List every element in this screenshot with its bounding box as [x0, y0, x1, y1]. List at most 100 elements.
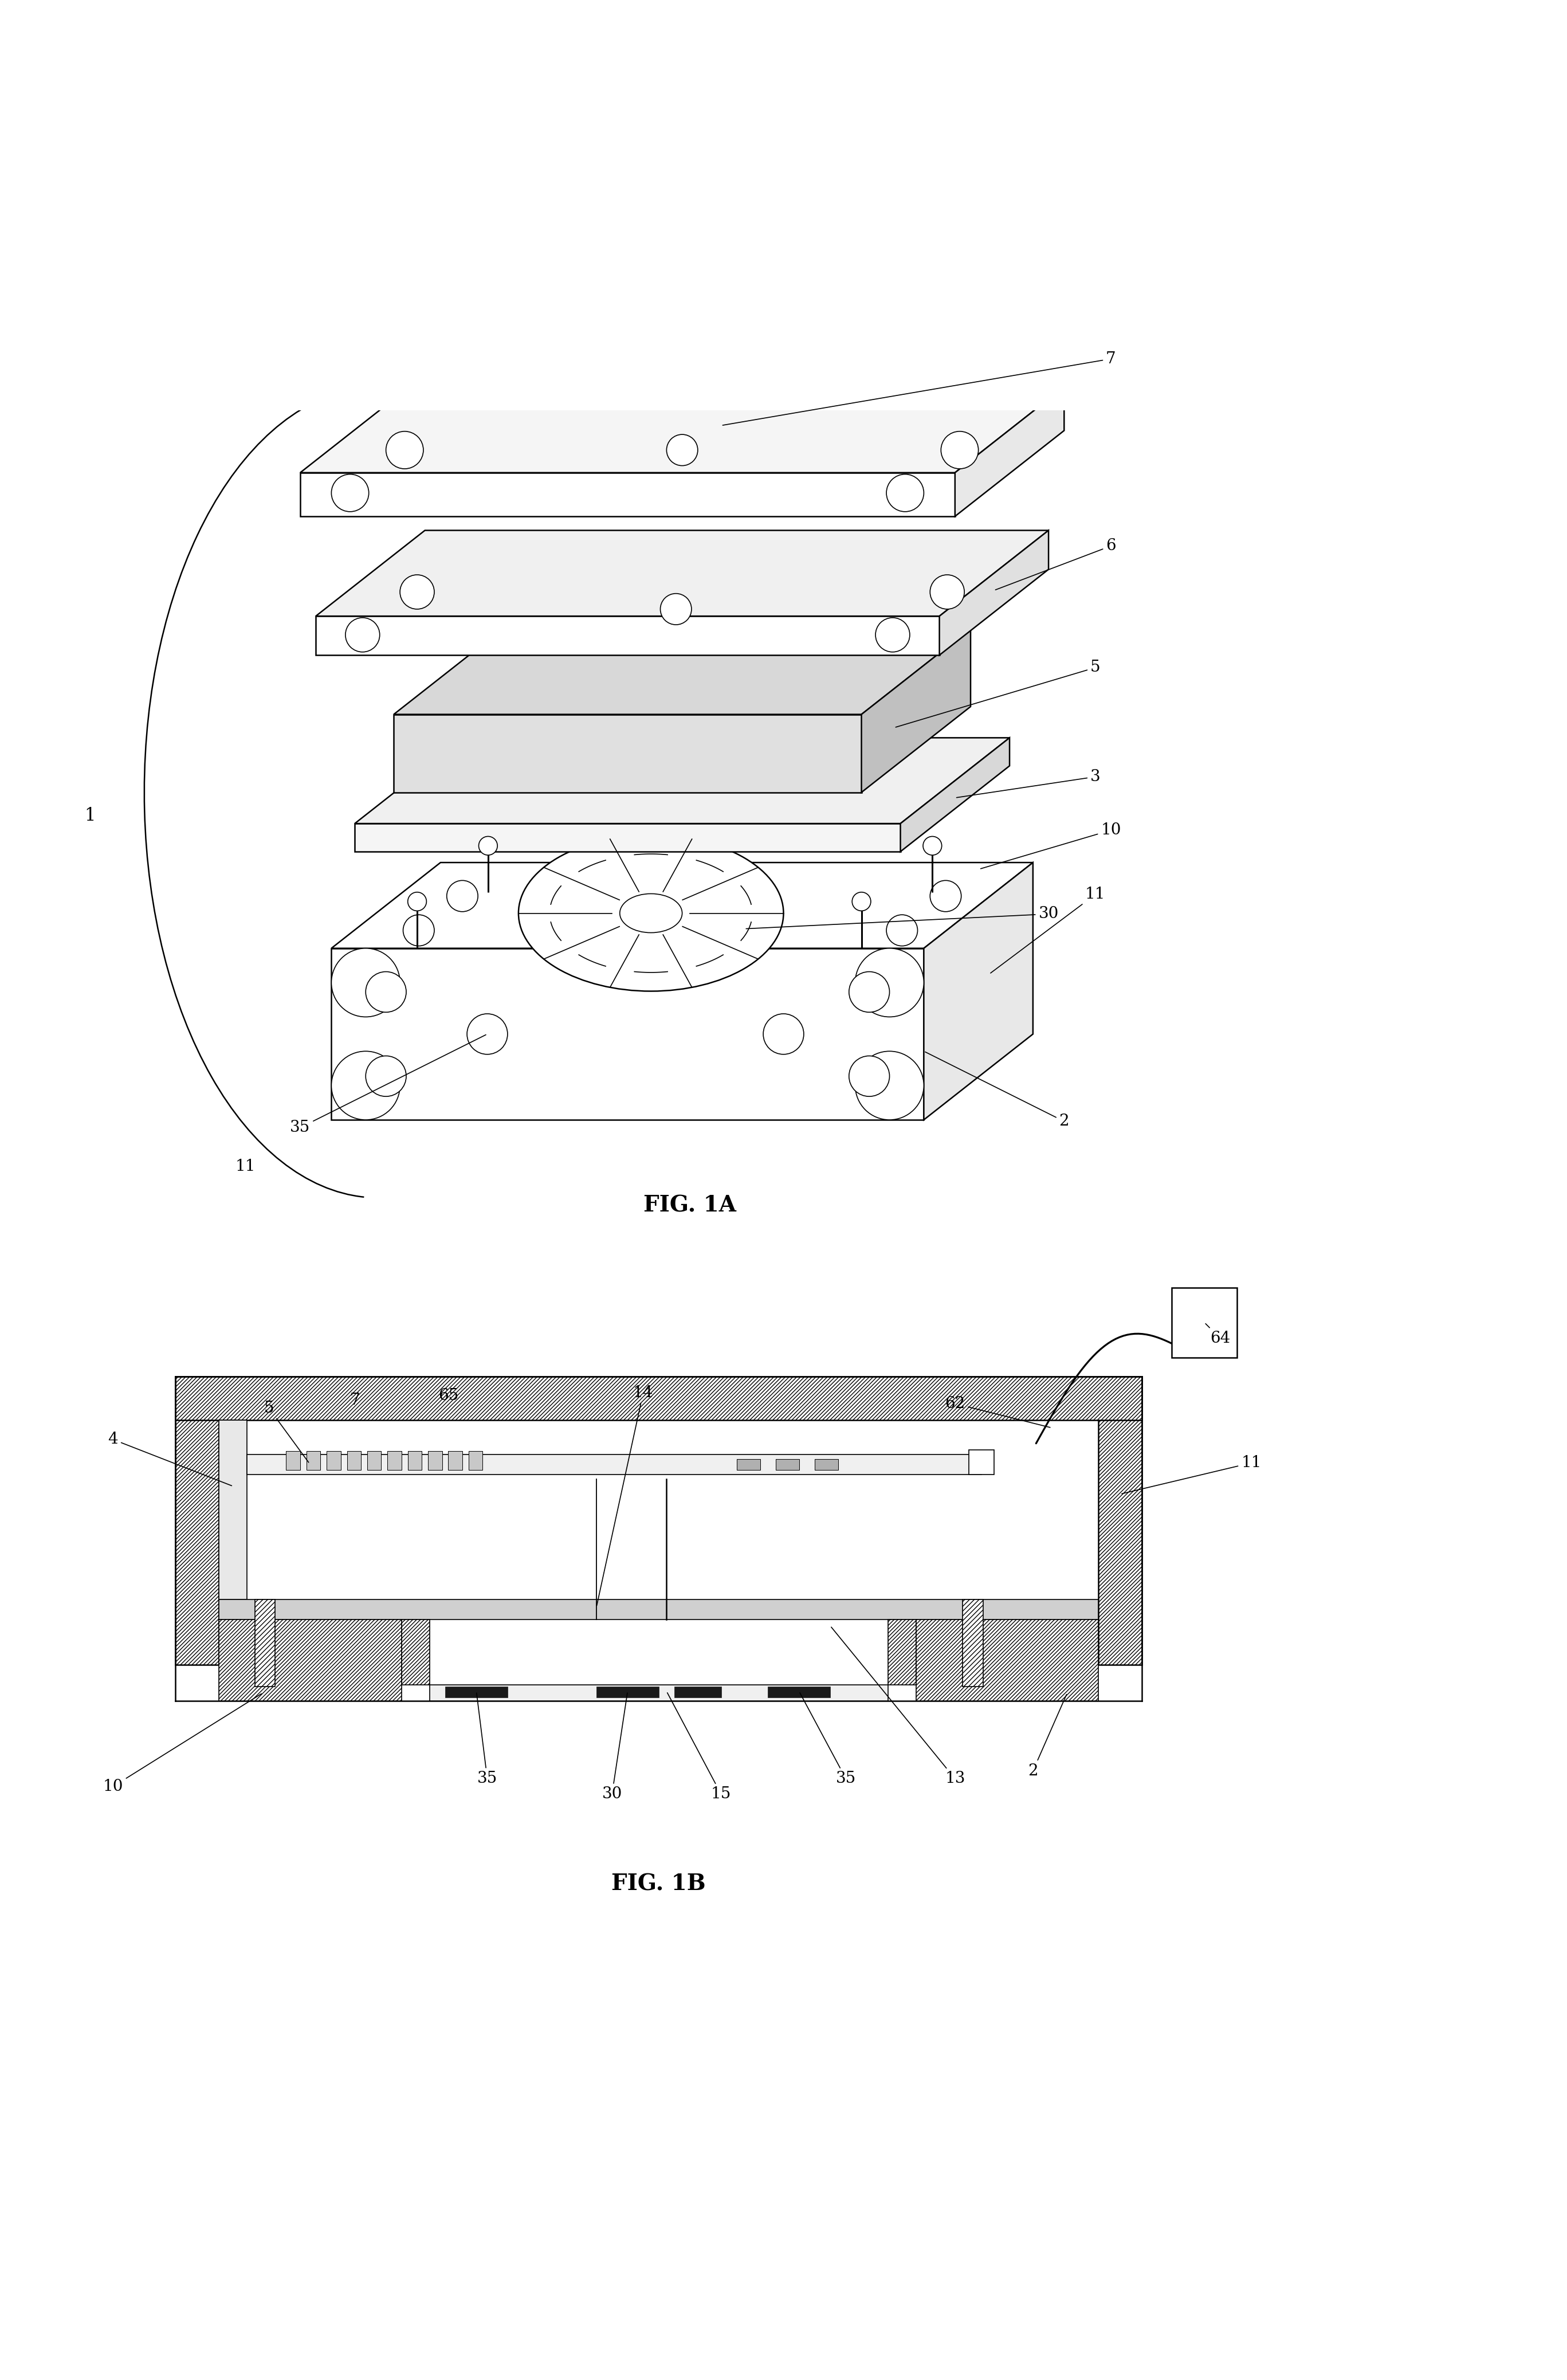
Polygon shape — [393, 628, 970, 714]
Polygon shape — [346, 1452, 360, 1471]
Circle shape — [849, 1057, 890, 1097]
Circle shape — [345, 619, 379, 652]
Text: 3: 3 — [956, 769, 1100, 797]
Polygon shape — [888, 1621, 917, 1685]
Text: 5: 5 — [263, 1399, 309, 1461]
Circle shape — [365, 971, 406, 1012]
Polygon shape — [939, 531, 1048, 654]
Circle shape — [923, 835, 942, 854]
Text: 7: 7 — [722, 352, 1116, 426]
Polygon shape — [815, 1459, 838, 1471]
Polygon shape — [445, 1687, 508, 1697]
Circle shape — [666, 436, 697, 466]
Polygon shape — [736, 1459, 760, 1471]
Text: 14: 14 — [597, 1385, 653, 1606]
Polygon shape — [331, 862, 1033, 947]
Text: 10: 10 — [103, 1695, 262, 1795]
Polygon shape — [1172, 1288, 1238, 1357]
Polygon shape — [968, 1449, 993, 1476]
Circle shape — [876, 619, 910, 652]
Text: 7: 7 — [349, 1392, 360, 1409]
Circle shape — [400, 576, 434, 609]
Polygon shape — [255, 1599, 276, 1687]
Polygon shape — [674, 1687, 721, 1697]
Circle shape — [407, 892, 426, 912]
Text: 35: 35 — [476, 1692, 497, 1787]
Circle shape — [467, 1014, 508, 1054]
Polygon shape — [317, 531, 1048, 616]
Text: 64: 64 — [1205, 1323, 1230, 1345]
Ellipse shape — [621, 895, 682, 933]
Polygon shape — [354, 738, 1009, 823]
Circle shape — [763, 1014, 804, 1054]
Text: 35: 35 — [799, 1692, 856, 1787]
Circle shape — [365, 1057, 406, 1097]
Polygon shape — [469, 1452, 483, 1471]
Circle shape — [331, 1052, 400, 1121]
Circle shape — [849, 971, 890, 1012]
Polygon shape — [962, 1599, 983, 1687]
Text: 11: 11 — [235, 1159, 255, 1173]
Circle shape — [931, 576, 964, 609]
Text: 15: 15 — [668, 1692, 732, 1802]
Circle shape — [940, 431, 978, 469]
Polygon shape — [248, 1454, 981, 1476]
Text: 62: 62 — [945, 1397, 1050, 1428]
Polygon shape — [862, 628, 970, 793]
Text: 5: 5 — [896, 659, 1100, 728]
Polygon shape — [768, 1687, 831, 1697]
Text: 2: 2 — [1028, 1695, 1067, 1778]
Polygon shape — [219, 1599, 1098, 1621]
Circle shape — [403, 914, 434, 945]
Circle shape — [331, 474, 368, 512]
Polygon shape — [176, 1376, 219, 1666]
Polygon shape — [287, 1452, 301, 1471]
Polygon shape — [776, 1459, 799, 1471]
Circle shape — [331, 947, 400, 1016]
Polygon shape — [407, 1452, 422, 1471]
Polygon shape — [597, 1687, 658, 1697]
Circle shape — [852, 892, 871, 912]
Text: FIG. 1A: FIG. 1A — [644, 1195, 736, 1216]
Circle shape — [447, 881, 478, 912]
Text: 4: 4 — [108, 1433, 232, 1485]
Circle shape — [887, 474, 925, 512]
Circle shape — [931, 881, 961, 912]
Circle shape — [478, 835, 497, 854]
Polygon shape — [387, 1452, 401, 1471]
Circle shape — [887, 914, 918, 945]
Polygon shape — [428, 1452, 442, 1471]
Polygon shape — [331, 947, 925, 1121]
Circle shape — [856, 1052, 925, 1121]
Ellipse shape — [519, 835, 784, 990]
Polygon shape — [429, 1685, 888, 1702]
Polygon shape — [367, 1452, 381, 1471]
Polygon shape — [925, 862, 1033, 1121]
Polygon shape — [301, 474, 954, 516]
Text: 1: 1 — [85, 807, 96, 823]
Polygon shape — [393, 714, 862, 793]
Polygon shape — [1098, 1376, 1142, 1666]
Polygon shape — [307, 1452, 321, 1471]
Text: 11: 11 — [1122, 1454, 1261, 1495]
Text: 11: 11 — [990, 888, 1105, 973]
Polygon shape — [954, 388, 1064, 516]
Text: 30: 30 — [602, 1692, 627, 1802]
Text: 13: 13 — [831, 1628, 965, 1787]
Circle shape — [856, 947, 925, 1016]
Text: FIG. 1B: FIG. 1B — [611, 1873, 707, 1894]
Circle shape — [385, 431, 423, 469]
Polygon shape — [176, 1376, 1142, 1421]
Text: 10: 10 — [981, 823, 1120, 869]
Text: 35: 35 — [290, 1035, 486, 1135]
Polygon shape — [317, 616, 939, 654]
Text: 6: 6 — [995, 538, 1116, 590]
Polygon shape — [354, 823, 901, 852]
Polygon shape — [219, 1621, 401, 1702]
Circle shape — [660, 593, 691, 624]
Text: 65: 65 — [439, 1388, 459, 1404]
Polygon shape — [401, 1621, 429, 1685]
Polygon shape — [917, 1621, 1098, 1702]
Text: 30: 30 — [746, 907, 1059, 928]
Text: 2: 2 — [925, 1052, 1069, 1128]
